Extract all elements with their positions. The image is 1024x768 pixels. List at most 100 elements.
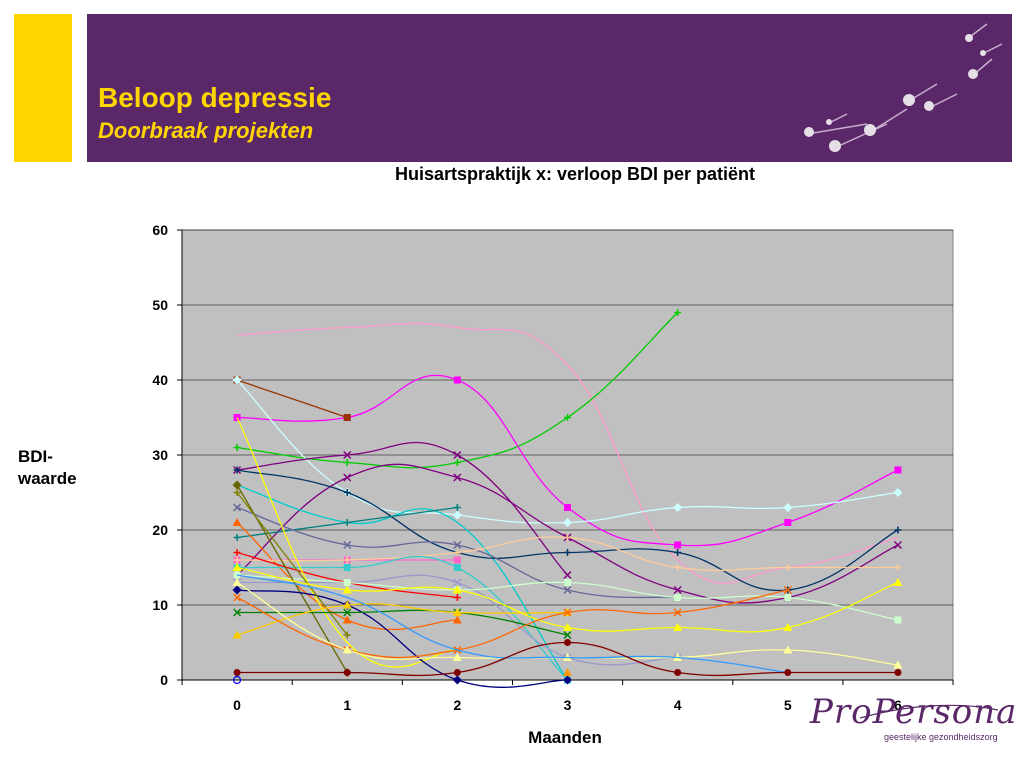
data-point [564, 549, 571, 556]
data-point [784, 519, 792, 526]
y-tick-label: 0 [160, 672, 168, 688]
series-line [236, 379, 348, 419]
logo-wordmark: ProPersona [810, 692, 1018, 732]
data-point [893, 660, 903, 669]
data-point [893, 578, 903, 586]
data-point [232, 630, 242, 639]
data-point [563, 585, 572, 595]
data-point [452, 675, 462, 685]
data-point [564, 639, 571, 646]
data-point [564, 579, 571, 586]
data-point [343, 564, 351, 571]
x-axis-label: Maanden [528, 728, 602, 747]
header-band [87, 14, 1012, 162]
logo-swash [859, 704, 999, 719]
y-tick-label: 40 [152, 372, 168, 388]
data-point [563, 608, 572, 617]
data-point [233, 503, 242, 512]
data-point [673, 585, 682, 595]
data-point [343, 489, 351, 496]
data-point [343, 540, 352, 550]
series-line [236, 492, 348, 636]
data-point [233, 669, 241, 676]
data-point [232, 480, 242, 490]
x-tick-label: 1 [343, 697, 351, 713]
data-point [674, 309, 682, 316]
data-point [893, 488, 903, 497]
data-point [784, 594, 792, 601]
data-point [343, 556, 351, 564]
data-point [784, 669, 792, 676]
y-axis-label-text: BDI- waarde [18, 447, 77, 488]
data-point [452, 510, 462, 520]
data-point [674, 669, 682, 676]
data-point [233, 549, 241, 556]
data-point [783, 585, 792, 595]
data-point [343, 450, 352, 460]
data-point [563, 668, 572, 676]
data-point [894, 526, 902, 534]
y-tick-label: 30 [152, 447, 168, 463]
data-point [674, 541, 682, 549]
data-point [233, 444, 241, 451]
data-point [894, 616, 902, 624]
series-line [237, 322, 899, 584]
slide-subtitle: Doorbraak projekten [98, 118, 314, 143]
data-point [563, 570, 572, 580]
data-point [233, 466, 241, 474]
data-point [452, 608, 462, 616]
data-point [232, 578, 242, 586]
data-point [342, 645, 352, 654]
data-point [453, 504, 461, 511]
data-point [232, 585, 242, 595]
y-axis-label: BDI- waarde [18, 446, 98, 490]
data-point [452, 653, 462, 661]
logo-tagline: geestelijke gezondheidszorg [884, 732, 998, 742]
data-point [452, 585, 462, 594]
data-point [674, 594, 682, 601]
data-point [453, 473, 462, 482]
data-point [453, 540, 462, 550]
data-point [453, 578, 462, 587]
data-point [232, 563, 242, 571]
data-point [783, 645, 793, 654]
data-point [233, 593, 242, 602]
data-point [783, 623, 793, 631]
x-tick-label: 3 [564, 697, 572, 713]
series-line [236, 441, 568, 576]
data-point [673, 608, 682, 617]
data-point [343, 473, 352, 482]
y-tick-label: 20 [152, 522, 168, 538]
series-line [237, 609, 568, 636]
slide-title: Beloop depressie [98, 82, 332, 113]
series-line [236, 417, 458, 668]
data-point [233, 556, 241, 564]
data-point [343, 414, 351, 421]
data-point [893, 540, 902, 550]
data-point [674, 549, 682, 556]
data-point [343, 669, 351, 676]
series-line [236, 589, 788, 659]
data-point [453, 450, 462, 460]
x-tick-label: 0 [233, 697, 241, 713]
accent-yellow-bar [14, 14, 72, 162]
data-point [343, 631, 351, 639]
dandelion-decoration [804, 23, 1003, 152]
data-point [563, 518, 572, 527]
data-point [233, 608, 242, 617]
propersona-logo: ProPersona geestelijke gezondheidszorg [800, 690, 1020, 760]
data-point [452, 615, 462, 624]
chart-title: Huisartspraktijk x: verloop BDI per pati… [394, 164, 756, 184]
y-tick-label: 10 [152, 597, 168, 613]
data-point [453, 669, 461, 676]
data-point [343, 579, 351, 586]
data-point [894, 669, 902, 676]
data-point [232, 675, 242, 685]
data-point [673, 503, 683, 512]
data-point [453, 549, 461, 556]
data-point [783, 503, 793, 512]
data-point [894, 466, 902, 474]
data-point [232, 518, 242, 526]
data-point [673, 623, 683, 631]
x-tick-label: 5 [784, 697, 792, 713]
